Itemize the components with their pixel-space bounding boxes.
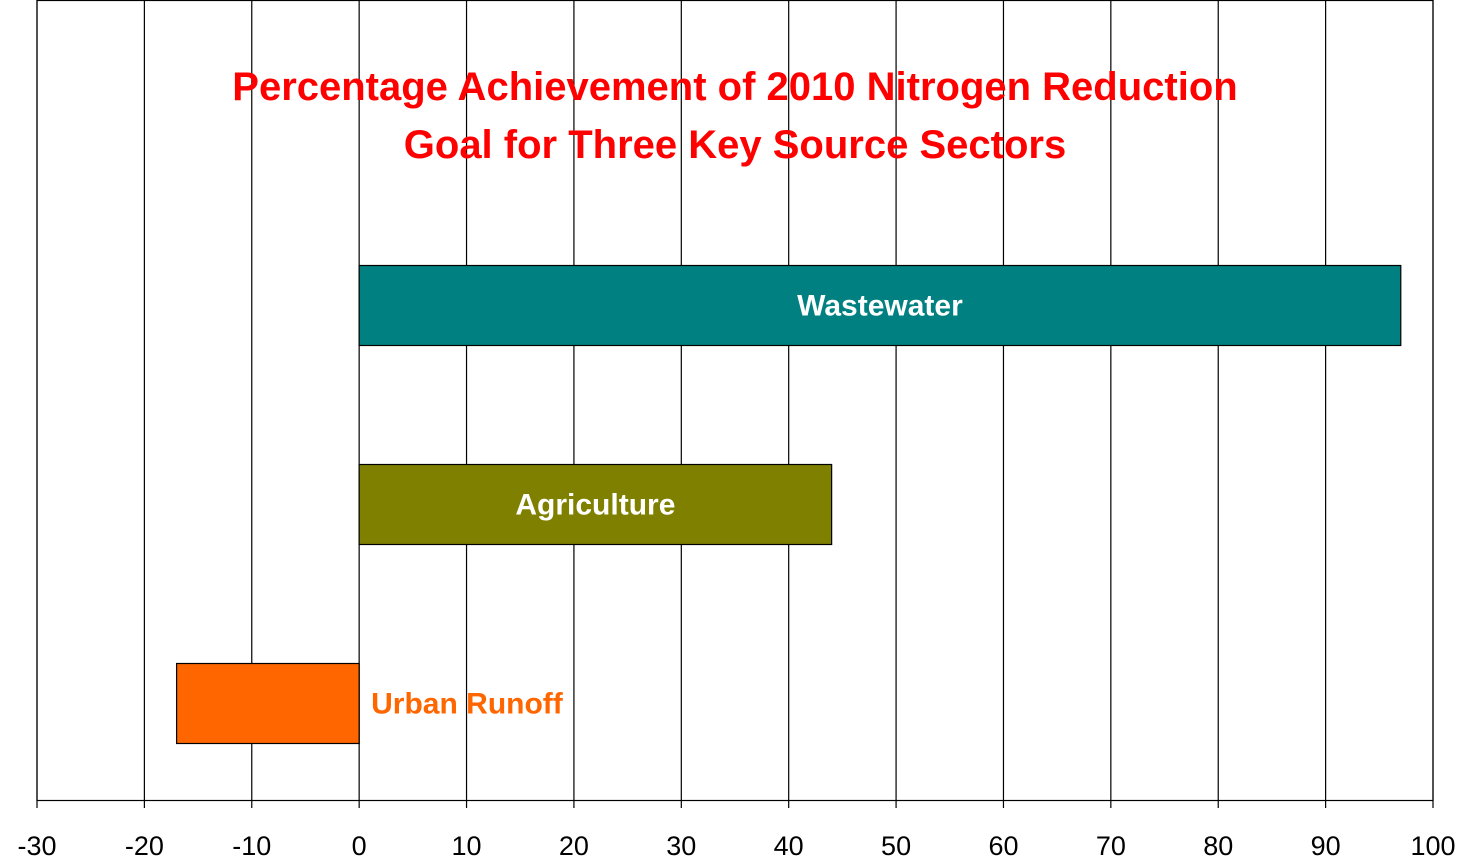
bar: [358, 264, 1402, 347]
x-tick-label: -30: [17, 831, 56, 861]
x-tick-label: 50: [881, 831, 911, 861]
bar-label: Agriculture: [515, 488, 675, 521]
bar-label: Wastewater: [797, 289, 963, 322]
x-tick-label: -10: [232, 831, 271, 861]
bar-label: Urban Runoff: [371, 687, 564, 720]
bar: [176, 662, 360, 745]
chart-title: Percentage Achievement of 2010 Nitrogen …: [232, 65, 1238, 167]
x-tick-label: 20: [559, 831, 589, 861]
x-tick-label: 90: [1311, 831, 1341, 861]
x-tick-label: 40: [774, 831, 804, 861]
x-tick-label: -20: [125, 831, 164, 861]
x-tick-label: 70: [1096, 831, 1126, 861]
x-tick-label: 100: [1410, 831, 1455, 861]
x-tick-label: 10: [452, 831, 482, 861]
x-tick-label: 30: [666, 831, 696, 861]
x-tick-label: 80: [1203, 831, 1233, 861]
x-tick-label: 0: [352, 831, 367, 861]
x-tick-label: 60: [988, 831, 1018, 861]
bar: [358, 463, 833, 546]
